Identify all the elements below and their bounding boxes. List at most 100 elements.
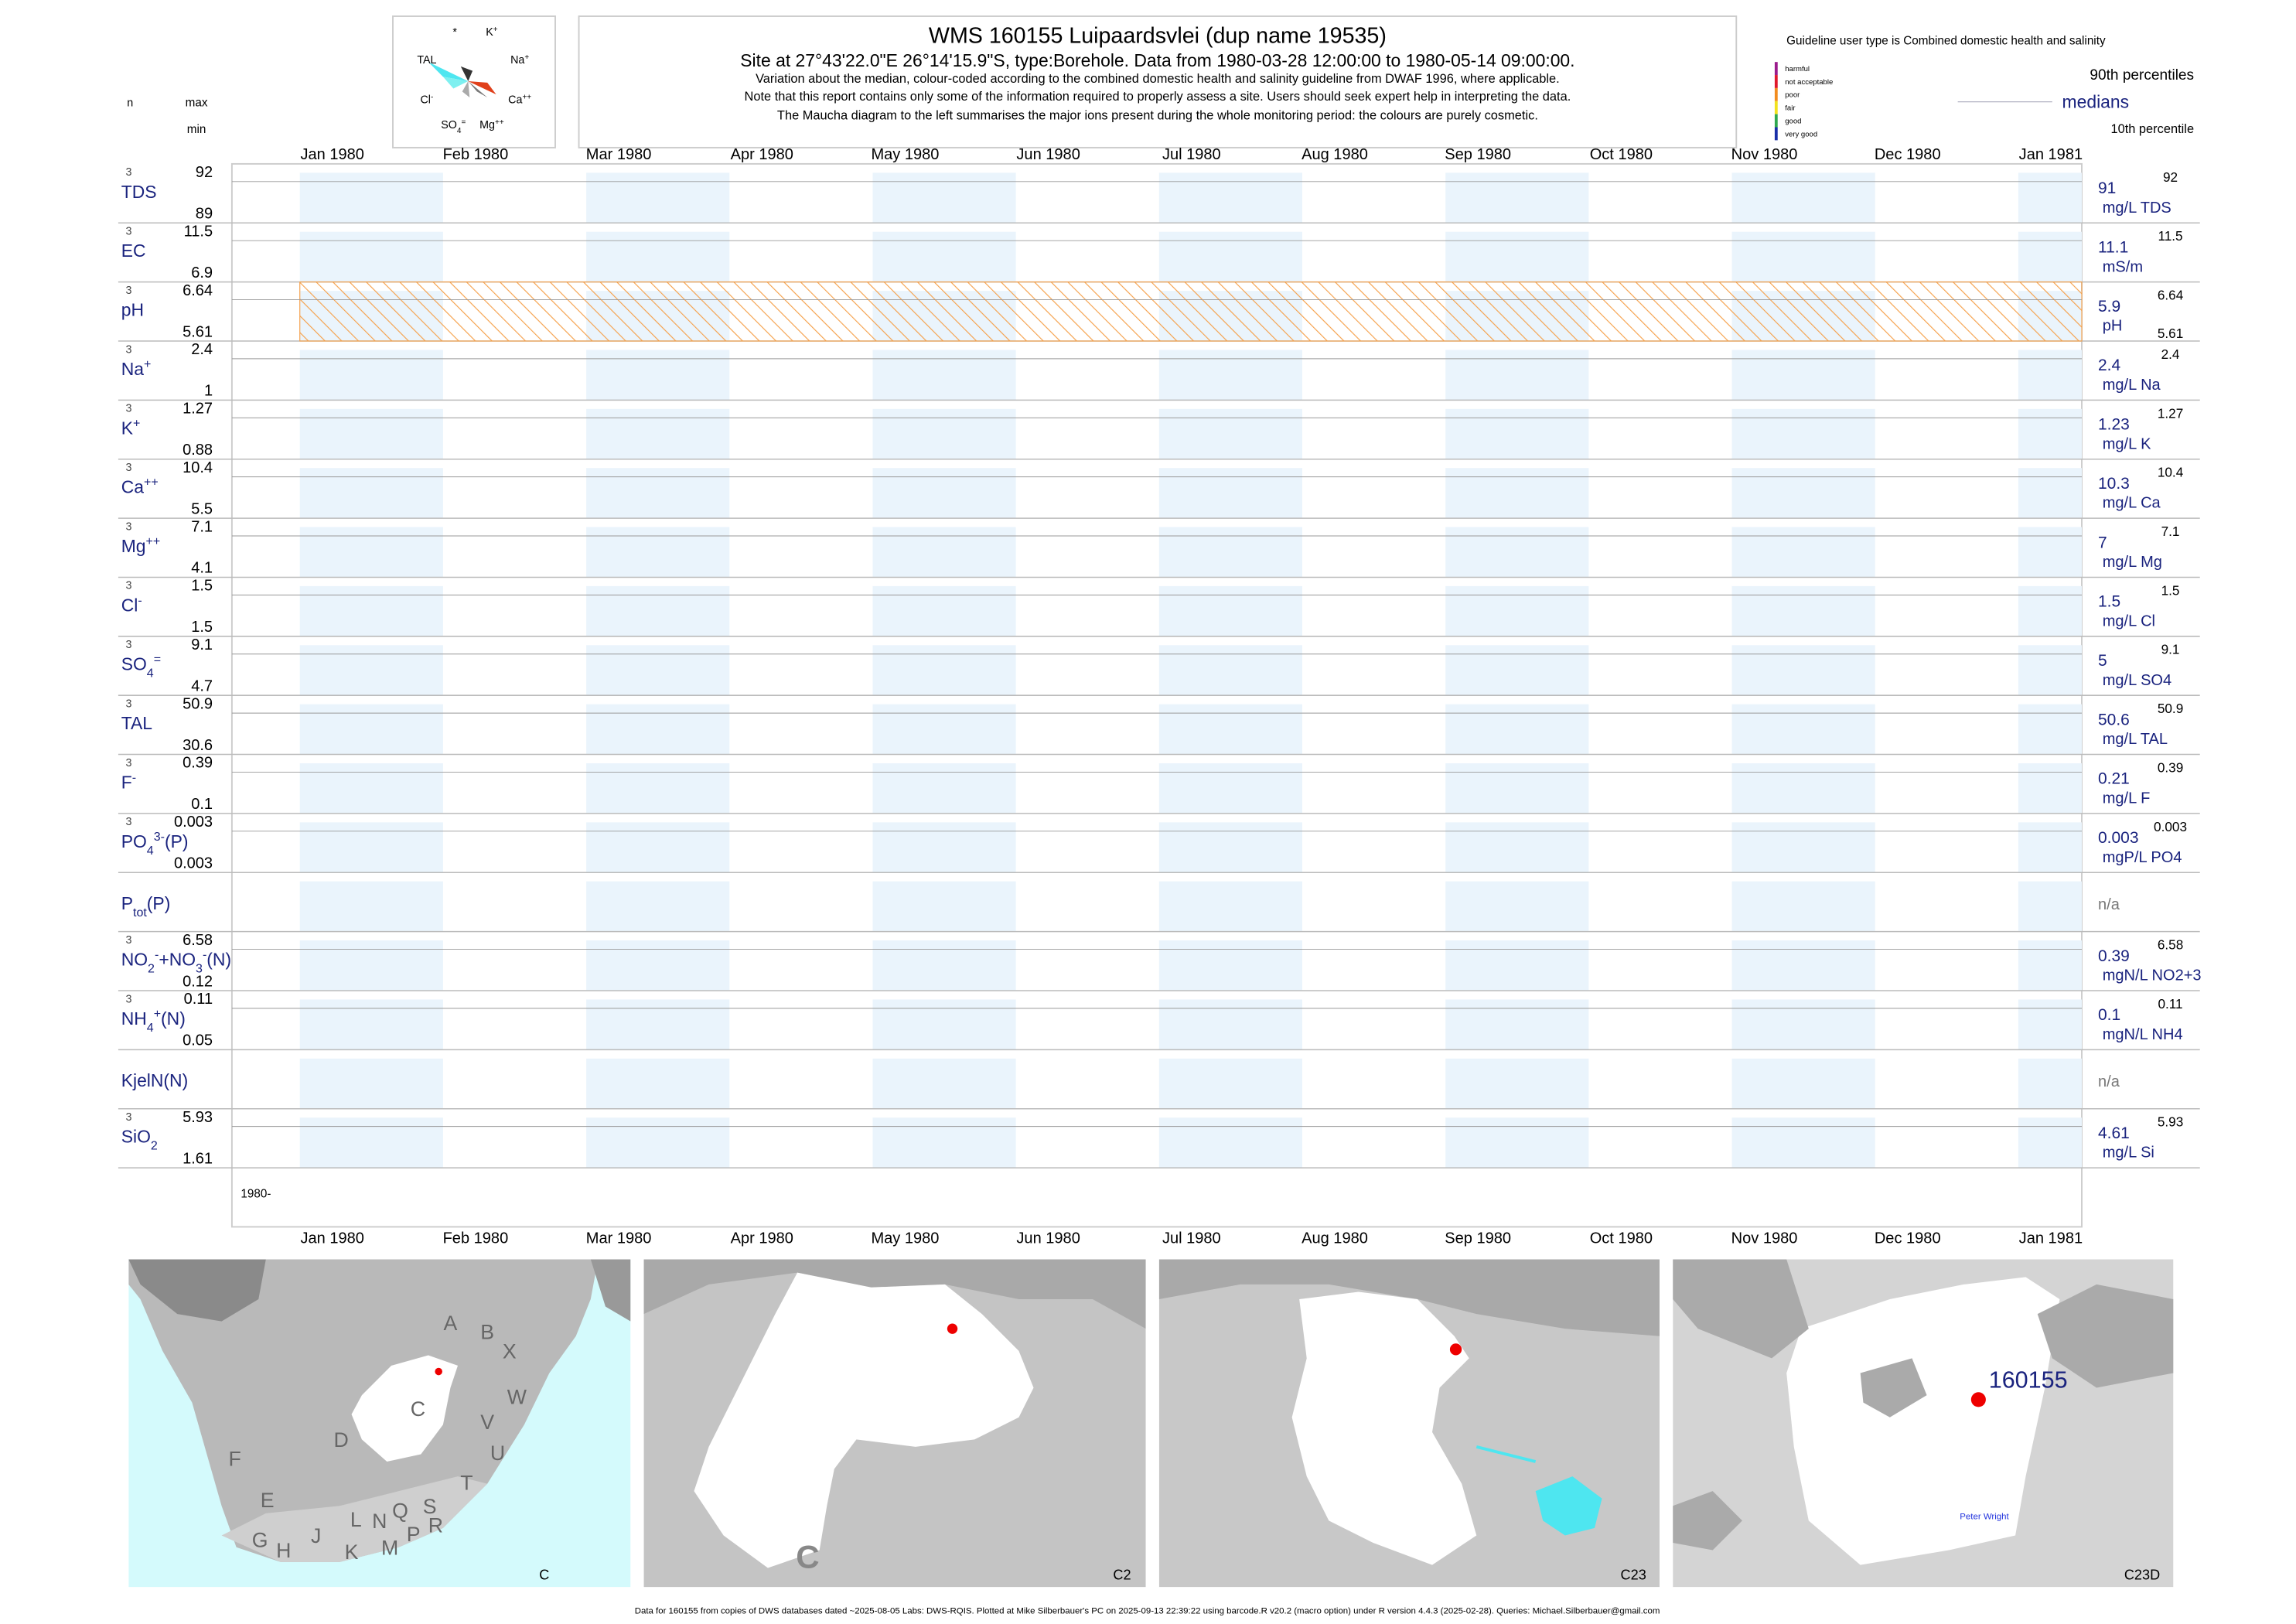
row-label-part: 3-: [154, 830, 165, 844]
month-shade: [1445, 645, 1589, 696]
row-label-part: P: [121, 893, 133, 913]
median-legend: medians: [2062, 91, 2130, 111]
month-shade: [1445, 940, 1589, 991]
row-label-part: (P): [165, 831, 189, 851]
month-shade: [872, 1117, 1016, 1169]
month-shade: [586, 822, 730, 873]
guideline-class: poor: [1785, 91, 1800, 100]
row-label: SiO2: [121, 1127, 158, 1153]
guideline-class: not acceptable: [1785, 78, 1833, 87]
p90-value: 10.4: [2158, 465, 2184, 480]
unit-label: mg/L F: [2103, 790, 2151, 807]
month-shade: [586, 172, 730, 223]
month-label: Jul 1980: [1162, 1230, 1221, 1247]
month-shade: [586, 350, 730, 401]
min-value: 89: [196, 206, 213, 223]
guideline-class: good: [1785, 117, 1801, 125]
row-label: SO4=: [121, 653, 161, 681]
unit-label: mg/L Mg: [2103, 554, 2162, 571]
guideline-swatch: [1774, 114, 1778, 128]
drainage-letter: L: [350, 1508, 362, 1531]
month-shade: [586, 468, 730, 519]
maucha-box: [392, 15, 556, 148]
drainage-letter: M: [381, 1536, 398, 1559]
month-shade: [872, 585, 1016, 636]
map-c23d: [1673, 1259, 2174, 1588]
median-value: 4.61: [2098, 1124, 2130, 1142]
month-shade: [1731, 822, 1875, 873]
month-label: May 1980: [871, 1230, 939, 1247]
row-label-part: KjelN(N): [121, 1070, 188, 1090]
month-label: Aug 1980: [1302, 146, 1368, 163]
row-label: Cl-: [121, 593, 142, 615]
median-value: 10.3: [2098, 475, 2130, 493]
month-shade: [872, 172, 1016, 223]
median-value: 0.21: [2098, 770, 2130, 788]
max-value: 7.1: [191, 518, 213, 535]
month-label: Nov 1980: [1731, 146, 1798, 163]
max-value: 50.9: [183, 695, 213, 712]
row-label-part: -: [132, 770, 136, 784]
month-shade: [1731, 940, 1875, 991]
row-label: Ptot(P): [121, 893, 171, 919]
maucha-label-part: ++: [495, 118, 504, 127]
max-value: 9.1: [191, 636, 213, 653]
row-label-part: PO: [121, 831, 147, 851]
row-label-part: -: [203, 948, 206, 962]
unit-label: mg/L Si: [2103, 1145, 2154, 1162]
month-label: Jan 1981: [2019, 146, 2083, 163]
month-shade: [1445, 1058, 1589, 1109]
row-label: NH4+(N): [121, 1007, 186, 1035]
p90-value: 11.5: [2158, 228, 2182, 244]
month-shade: [1731, 704, 1875, 755]
month-shade: [586, 1117, 730, 1169]
drainage-letter: S: [423, 1495, 437, 1518]
na-label: n/a: [2098, 896, 2120, 913]
month-shade: [1445, 881, 1589, 932]
n-value: 3: [125, 166, 131, 179]
n-value: 3: [125, 816, 131, 828]
row-label-part: Ca: [121, 477, 145, 497]
month-shade: [1445, 585, 1589, 636]
month-shade: [1158, 940, 1302, 991]
maucha-label: K+: [486, 25, 498, 38]
month-label: Jan 1980: [301, 1230, 364, 1247]
month-shade: [586, 999, 730, 1050]
month-shade: [299, 704, 443, 755]
map-label: C2: [1113, 1568, 1131, 1583]
median-value: 0.1: [2098, 1006, 2120, 1024]
map-c23: [1158, 1259, 1660, 1588]
month-shade: [586, 704, 730, 755]
drainage-letter: R: [428, 1514, 443, 1537]
median-value: 0.003: [2098, 829, 2139, 847]
p90-value: 6.58: [2158, 937, 2183, 953]
row-label-part: EC: [121, 241, 146, 261]
row-label-part: ++: [144, 476, 159, 490]
month-shade: [1158, 231, 1302, 282]
row-label-part: Mg: [121, 536, 146, 556]
month-shade: [1445, 408, 1589, 459]
drainage-letter: Q: [392, 1499, 408, 1523]
row-label: TAL: [121, 713, 152, 733]
month-shade: [1158, 822, 1302, 873]
month-shade: [2018, 940, 2082, 991]
guideline-class: fair: [1785, 104, 1796, 113]
min-value: 5.5: [191, 500, 213, 517]
note: Variation about the median, colour-coded…: [756, 72, 1560, 86]
month-shade: [299, 408, 443, 459]
min-value: 1.5: [191, 619, 213, 636]
month-shade: [299, 881, 443, 932]
row-label: pH: [121, 300, 144, 320]
n-header: n: [127, 97, 133, 109]
month-shade: [299, 1117, 443, 1169]
month-label: Jan 1981: [2019, 1230, 2083, 1247]
drainage-letter: C: [411, 1397, 425, 1421]
row-label-part: TDS: [121, 182, 157, 202]
map-site-dot: [435, 1367, 442, 1376]
month-shade: [1158, 704, 1302, 755]
month-shade: [872, 408, 1016, 459]
maucha-diagram: [428, 62, 496, 97]
month-label: Dec 1980: [1875, 146, 1941, 163]
row-label-part: pH: [121, 300, 144, 320]
